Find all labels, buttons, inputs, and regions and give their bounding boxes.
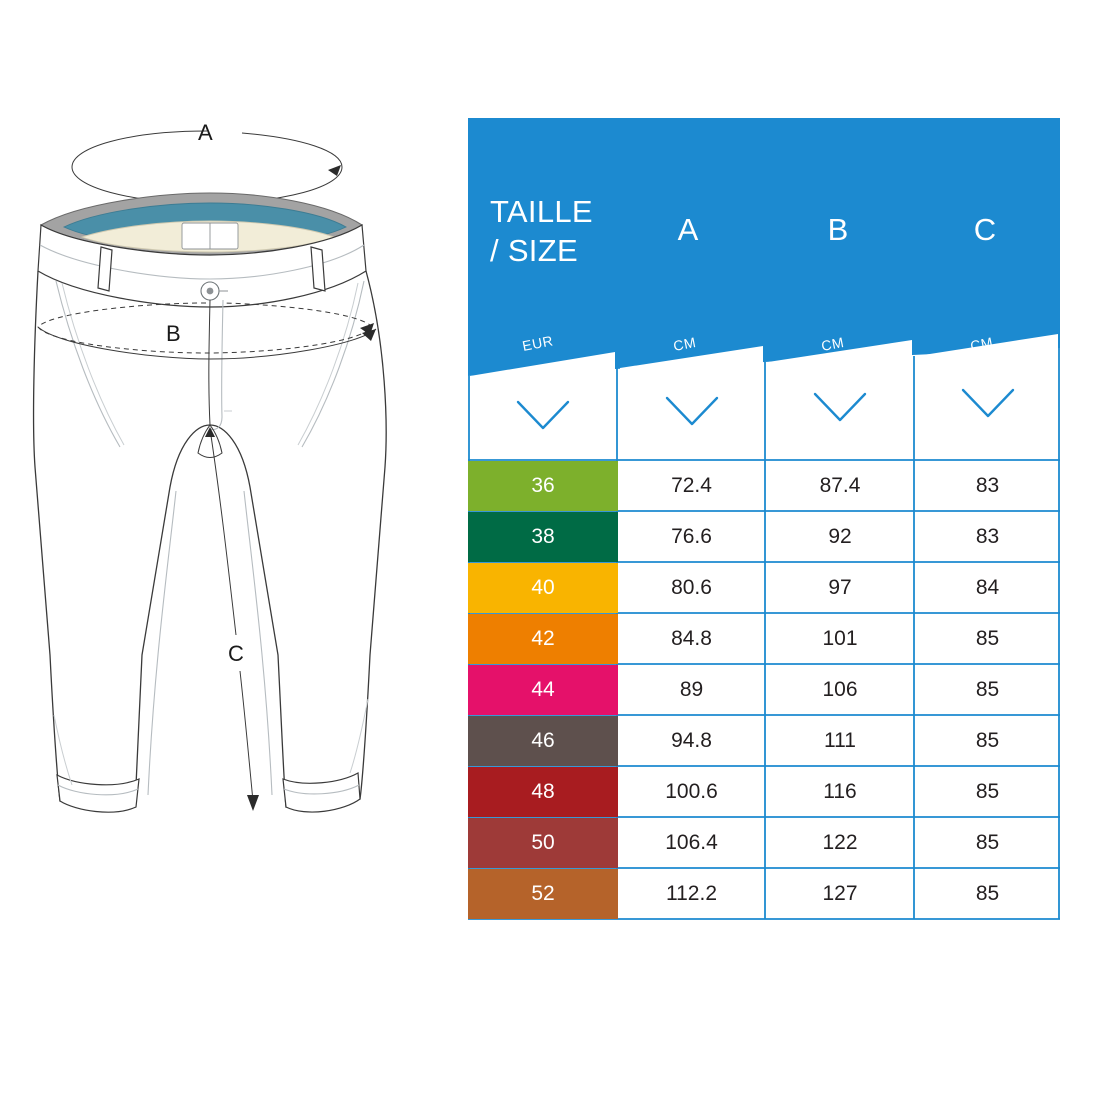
measurement-cell-a: 72.4 <box>671 474 712 497</box>
page-title: TAILLE / SIZE <box>490 194 593 268</box>
pocket-left-inner <box>61 282 125 446</box>
chevron-down-icon-cm-c <box>961 388 1015 418</box>
size-swatch-cell[interactable]: 38 <box>468 512 618 562</box>
waistband-button-center <box>206 287 214 295</box>
measure-c-arrow <box>247 795 259 811</box>
pocket-right-inner <box>297 282 359 446</box>
measurement-cell-c: 84 <box>975 576 1000 599</box>
size-swatch-cell[interactable]: 48 <box>468 767 618 817</box>
measurement-cell-b: 87.4 <box>819 474 861 497</box>
measurement-cell-c: 85 <box>975 678 1000 701</box>
subheader-cell-cm-a <box>620 346 763 458</box>
chevron-down-icon-cm-b <box>813 392 867 422</box>
table-row[interactable]: 48 100.6 116 85 <box>468 767 1060 817</box>
measurement-cell-a: 84.8 <box>671 627 712 650</box>
subheader-cell-cm-b <box>768 340 912 458</box>
measurement-cell-b: 92 <box>828 525 852 548</box>
measurement-cell-c: 85 <box>975 729 1000 752</box>
measurement-cell-a: 80.6 <box>671 576 712 599</box>
column-header-b: B <box>827 212 849 247</box>
column-header-c: C <box>973 212 997 247</box>
measurement-cell-a: 106.4 <box>665 831 718 854</box>
chevron-down-icon-cm-a <box>665 396 719 426</box>
measurement-cell-a: 89 <box>679 678 704 701</box>
header-blue-block <box>468 118 1060 376</box>
column-header-a: A <box>677 212 699 247</box>
inseam-right <box>243 490 273 796</box>
measurement-cell-b: 106 <box>822 678 858 701</box>
size-swatch-cell[interactable]: 40 <box>468 563 618 613</box>
size-swatch-cell[interactable]: 44 <box>468 665 618 715</box>
table-row[interactable]: 44 89 106 85 <box>468 665 1060 715</box>
measurement-cell-b: 127 <box>822 882 858 905</box>
table-row[interactable]: 40 80.6 97 84 <box>468 563 1060 613</box>
subheader-cells <box>470 334 1058 458</box>
subheader-cell-cm-c <box>917 334 1058 458</box>
inseam-left <box>147 490 177 796</box>
chevron-icons <box>516 388 1015 430</box>
fly-topstitch <box>209 299 224 431</box>
measure-label-a: A <box>198 120 213 145</box>
size-chart-table: TAILLE / SIZE A B C EUR CM CM CM 36 72.4 8… <box>468 118 1060 930</box>
table-row[interactable]: 50 106.4 122 85 <box>468 818 1060 868</box>
measurement-cell-c: 83 <box>975 474 1000 497</box>
belt-loop-right <box>310 246 326 292</box>
measurement-cell-b: 122 <box>822 831 858 854</box>
measurement-cell-a: 100.6 <box>665 780 718 803</box>
table-row[interactable]: 52 112.2 127 85 <box>468 869 1060 919</box>
measure-c-line <box>205 427 259 811</box>
measure-b-ellipse <box>37 302 377 360</box>
pants-illustration-panel: .ol { fill:none; stroke:#3a3a3a; stroke-… <box>0 0 460 1100</box>
hem-cuff-right-seam <box>283 784 360 795</box>
measurement-cell-b: 116 <box>823 780 857 803</box>
hem-fold-left <box>53 714 73 786</box>
measurement-cell-a: 112.2 <box>666 882 717 905</box>
hem-cuff-left <box>56 773 140 813</box>
measurement-cell-a: 94.8 <box>671 729 712 752</box>
trouser-silhouette <box>32 270 387 808</box>
pocket-right <box>301 280 365 448</box>
size-swatch-cell[interactable]: 42 <box>468 614 618 664</box>
measure-b-arrow-bottom <box>362 329 376 341</box>
hem-cuff-right <box>282 772 361 813</box>
subheader-cell-eur <box>470 352 615 458</box>
measurement-cell-c: 85 <box>975 627 1000 650</box>
size-swatch-cell[interactable]: 36 <box>468 461 618 511</box>
table-background-graphics <box>468 118 1060 920</box>
measurement-cell-c: 85 <box>975 831 1000 854</box>
trousers-body <box>32 192 387 813</box>
belt-loop-left <box>97 246 113 292</box>
measurement-cell-b: 97 <box>828 576 852 599</box>
table-row[interactable]: 46 94.8 111 85 <box>468 716 1060 766</box>
size-swatch-cell[interactable]: 46 <box>468 716 618 766</box>
measure-label-c: C <box>228 641 244 666</box>
measure-c-arrow-top <box>205 427 215 437</box>
table-row[interactable]: 36 72.4 87.4 83 <box>468 461 1060 511</box>
fly-seam <box>208 299 211 426</box>
measurement-cell-b: 101 <box>822 627 858 650</box>
subheader-separators <box>468 334 1060 460</box>
measurement-cell-c: 83 <box>975 525 1000 548</box>
size-swatch-cell[interactable]: 50 <box>468 818 618 868</box>
measurement-cell-c: 85 <box>975 780 1000 803</box>
pocket-left <box>55 280 121 448</box>
measurement-cell-c: 85 <box>975 882 1000 905</box>
size-swatch-cell[interactable]: 52 <box>468 869 618 919</box>
hem-fold-right <box>349 698 369 774</box>
hem-cuff-left-seam <box>57 784 139 796</box>
measurement-cell-a: 76.6 <box>671 525 712 548</box>
table-row[interactable]: 42 84.8 101 85 <box>468 614 1060 664</box>
crotch-gusset <box>197 424 223 458</box>
pants-technical-drawing: .ol { fill:none; stroke:#3a3a3a; stroke-… <box>32 120 387 813</box>
measure-label-b: B <box>166 321 181 346</box>
table-row[interactable]: 38 76.6 92 83 <box>468 512 1060 562</box>
chevron-down-icon-eur <box>516 400 570 430</box>
measurement-cell-b: 111 <box>824 729 856 752</box>
